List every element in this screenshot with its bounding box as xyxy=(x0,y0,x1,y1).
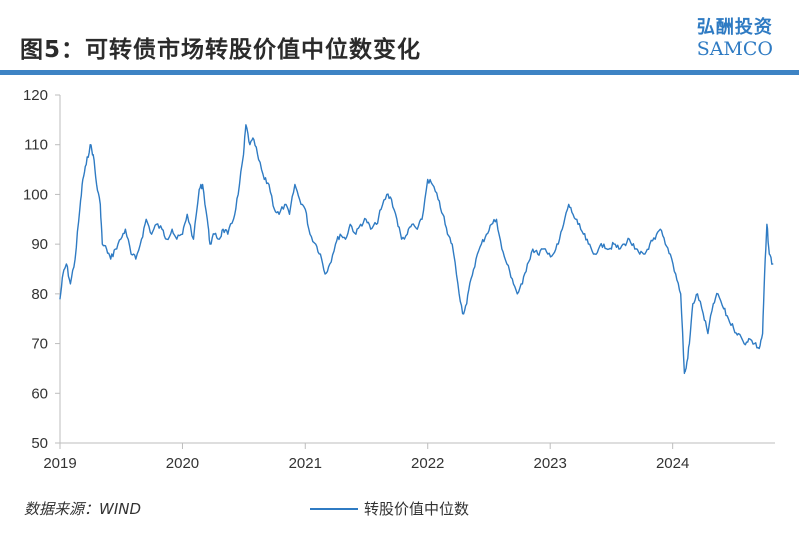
y-tick-label: 100 xyxy=(23,186,48,203)
x-tick-label: 2019 xyxy=(43,455,76,472)
x-tick-label: 2020 xyxy=(166,455,199,472)
series-line-median-conversion-value xyxy=(59,124,774,375)
x-tick-label: 2023 xyxy=(534,455,567,472)
legend-swatch xyxy=(310,507,358,510)
x-tick-label: 2024 xyxy=(656,455,689,472)
brand-name-en: SAMCO xyxy=(696,38,773,60)
y-tick-label: 110 xyxy=(24,137,48,154)
header-divider xyxy=(0,70,799,75)
chart-title: 图5：可转债市场转股价值中位数变化 xyxy=(20,37,422,63)
brand-logo: 弘酬投资 SAMCO xyxy=(696,17,773,61)
y-tick-label: 90 xyxy=(31,236,48,253)
legend-label: 转股价值中位数 xyxy=(364,500,470,518)
y-tick-label: 50 xyxy=(31,435,48,452)
x-tick-label: 2021 xyxy=(289,455,322,472)
brand-name-cn: 弘酬投资 xyxy=(696,17,773,38)
legend: 转股价值中位数 xyxy=(310,498,469,519)
data-source: 数据来源：WIND xyxy=(24,500,142,518)
y-tick-label: 70 xyxy=(31,336,48,353)
y-tick-label: 60 xyxy=(31,385,48,402)
y-tick-label: 80 xyxy=(31,286,48,303)
y-tick-label: 120 xyxy=(23,87,48,104)
x-tick-label: 2022 xyxy=(411,455,444,472)
